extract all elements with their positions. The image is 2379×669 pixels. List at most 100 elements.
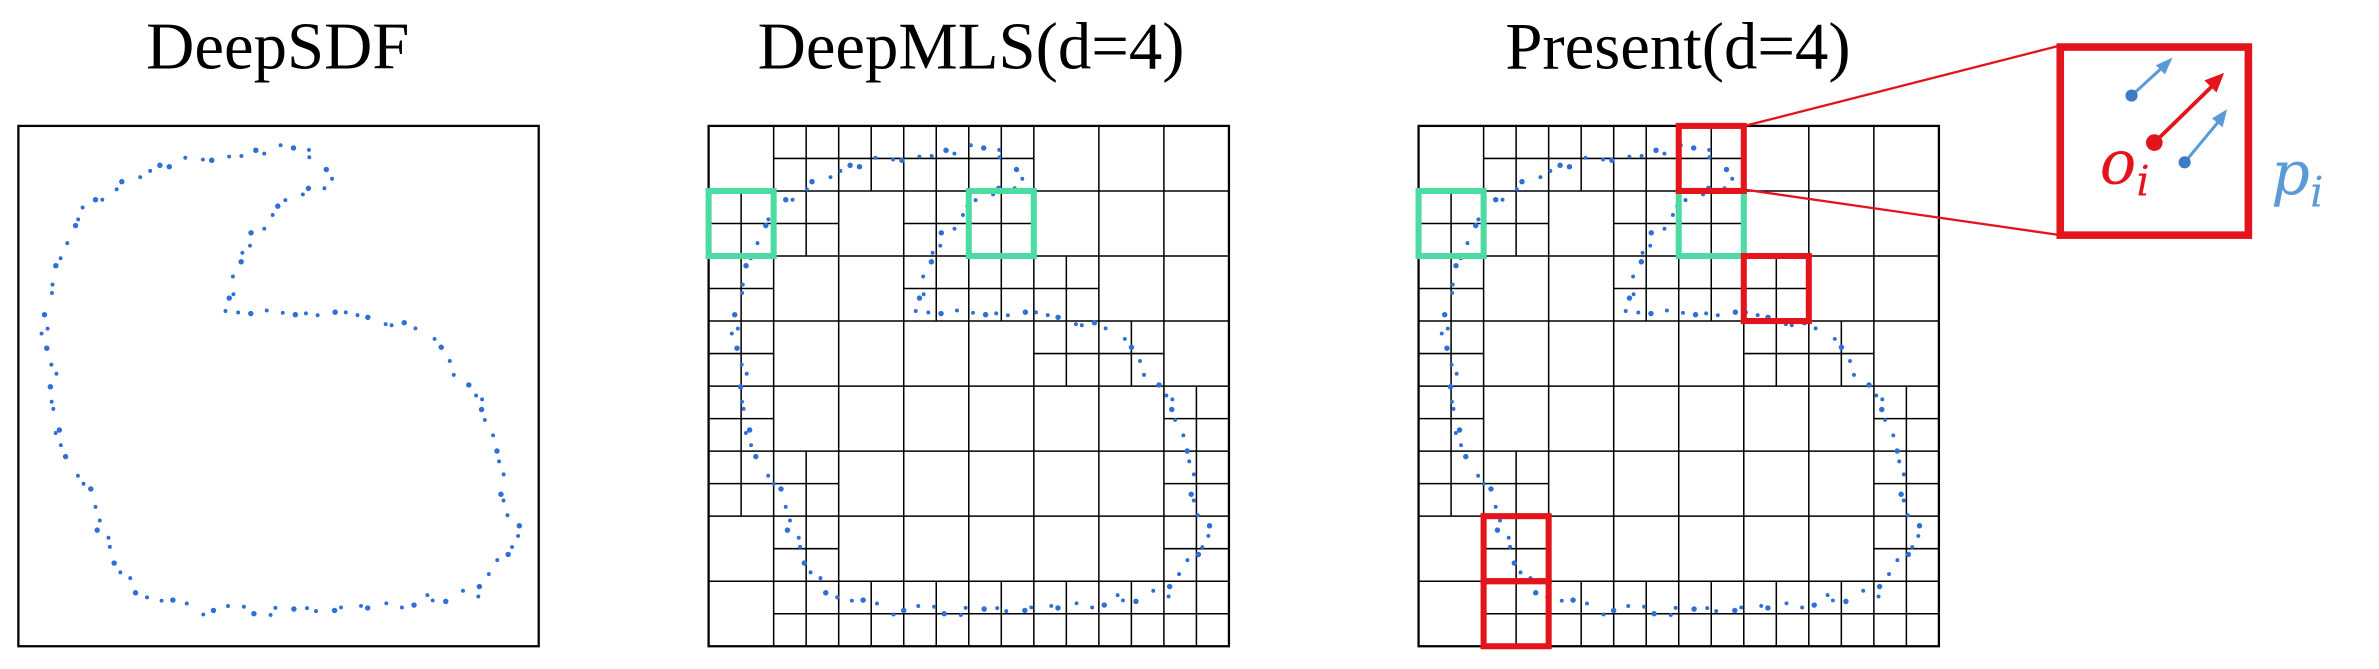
- sample-point: [1450, 282, 1455, 287]
- sample-point: [1715, 313, 1720, 318]
- sample-point: [1195, 513, 1200, 518]
- sample-point: [1626, 604, 1631, 608]
- sample-point: [1506, 535, 1511, 540]
- sample-point: [97, 518, 102, 523]
- sample-point: [166, 163, 172, 170]
- sample-point: [1090, 605, 1095, 610]
- sample-point: [273, 605, 278, 610]
- sample-point: [278, 143, 283, 148]
- sample-point: [44, 345, 50, 351]
- sample-point: [818, 576, 823, 581]
- sample-point: [1451, 406, 1456, 411]
- sample-point: [1494, 527, 1501, 533]
- sample-point: [275, 203, 281, 209]
- sample-point: [783, 504, 788, 509]
- sample-point: [1488, 486, 1494, 492]
- sample-point: [913, 309, 918, 313]
- sample-point: [952, 151, 957, 156]
- sample-point: [1880, 397, 1885, 402]
- sample-point: [1891, 433, 1896, 438]
- sample-point: [1759, 603, 1764, 608]
- sample-point: [1518, 570, 1523, 575]
- sample-point: [1055, 605, 1061, 611]
- sample-point: [1584, 601, 1589, 606]
- sample-point: [1074, 601, 1079, 606]
- sample-point: [210, 607, 217, 614]
- sample-point: [1662, 151, 1667, 156]
- sample-point: [1832, 336, 1837, 341]
- sample-point: [1103, 326, 1108, 331]
- sample-point: [1005, 313, 1010, 318]
- sample-point: [466, 382, 472, 388]
- sample-point: [359, 603, 364, 608]
- sample-point: [355, 313, 360, 318]
- sample-point: [739, 399, 744, 404]
- sample-point: [1188, 491, 1194, 497]
- sample-point: [498, 491, 504, 497]
- sample-point: [50, 282, 55, 287]
- sample-point: [62, 453, 69, 460]
- sample-point: [516, 523, 523, 529]
- sample-point: [389, 323, 394, 328]
- sample-point: [1623, 309, 1628, 313]
- sample-point: [1874, 393, 1879, 398]
- sample-point: [159, 598, 164, 603]
- sample-point: [1866, 382, 1872, 388]
- sample-point: [1838, 344, 1845, 350]
- sample-point: [1705, 606, 1710, 611]
- sample-point: [835, 595, 840, 600]
- sample-point: [1022, 309, 1029, 315]
- subscript: i: [2310, 168, 2324, 217]
- sample-point: [170, 597, 176, 603]
- sample-point: [739, 362, 744, 367]
- origin-label: oi: [2100, 129, 2150, 207]
- sample-point: [1120, 598, 1125, 603]
- sample-point: [847, 162, 853, 169]
- sample-point: [1128, 344, 1135, 350]
- sample-point: [1073, 322, 1078, 327]
- sample-point: [740, 290, 745, 295]
- sample-point: [801, 560, 808, 566]
- sample-point: [1601, 157, 1606, 162]
- sample-point: [1449, 399, 1454, 404]
- sample-point: [413, 326, 418, 331]
- panel-title: DeepSDF: [146, 10, 409, 83]
- sample-point: [1673, 605, 1678, 610]
- sample-point: [891, 157, 896, 162]
- sample-point: [1638, 259, 1645, 265]
- sample-point: [307, 155, 312, 160]
- sample-point: [1755, 313, 1760, 318]
- sample-point: [236, 310, 241, 315]
- sample-point: [1916, 533, 1921, 538]
- sample-point: [1449, 362, 1454, 367]
- sample-point: [132, 590, 139, 596]
- sample-point: [973, 198, 978, 203]
- sample-point: [497, 459, 502, 464]
- subscript: i: [2136, 158, 2150, 207]
- sample-point: [461, 588, 465, 593]
- sample-point: [900, 607, 907, 614]
- sample-point: [1664, 308, 1669, 313]
- sample-point: [828, 175, 833, 180]
- sample-point: [1583, 155, 1588, 160]
- sample-point: [856, 163, 863, 170]
- sample-point: [262, 226, 267, 231]
- sample-point: [1519, 178, 1525, 185]
- sample-point: [1861, 588, 1866, 593]
- sample-point: [248, 310, 254, 317]
- sample-point: [1170, 397, 1175, 402]
- sample-point: [1195, 551, 1202, 558]
- arrowhead: [2211, 109, 2228, 128]
- sample-point: [100, 197, 105, 202]
- sample-point: [1887, 572, 1892, 577]
- sample-point: [49, 290, 54, 295]
- sample-point: [1639, 153, 1644, 158]
- sample-point: [938, 230, 945, 236]
- sample-point: [314, 609, 318, 614]
- sample-point: [1610, 607, 1617, 614]
- sample-point: [1609, 157, 1615, 164]
- sample-point: [743, 262, 749, 269]
- sample-point: [734, 345, 740, 351]
- sample-point: [1683, 198, 1688, 203]
